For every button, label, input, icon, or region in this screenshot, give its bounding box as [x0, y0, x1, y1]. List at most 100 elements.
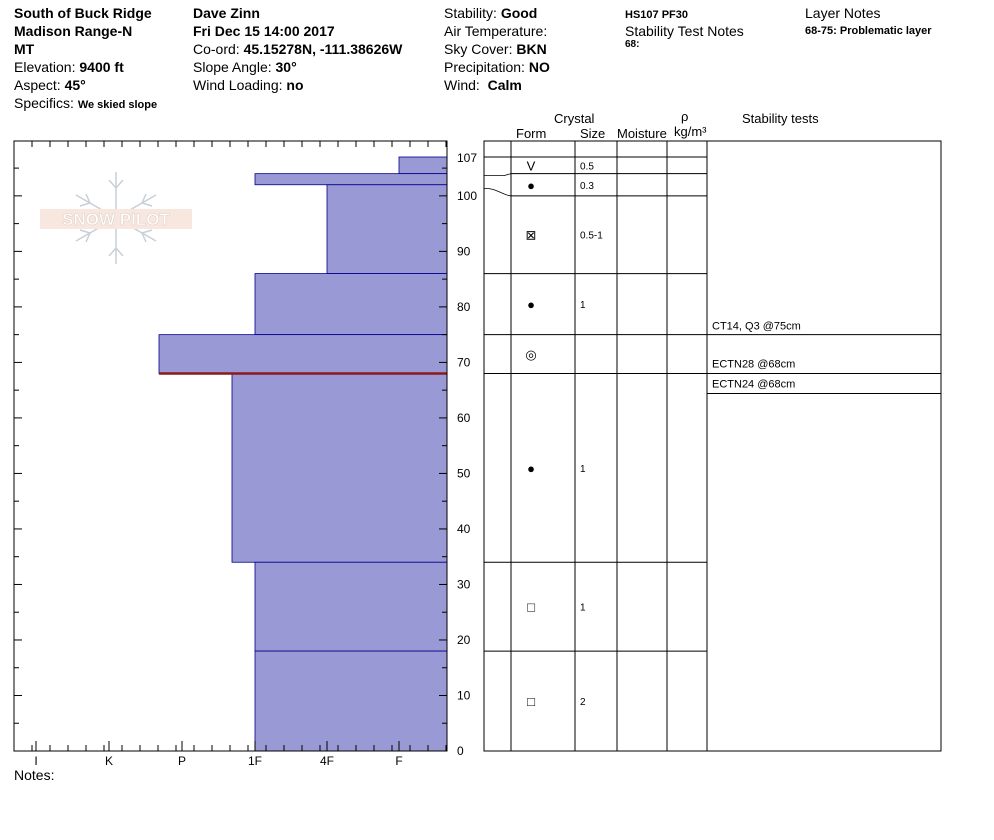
sky-label: Sky Cover: [444, 41, 513, 57]
wind: Wind: Calm [444, 76, 522, 94]
hardness-layer-bar [254, 650, 448, 752]
grain-size-label: 0.5-1 [580, 231, 603, 242]
grain-form-symbol: ● [527, 461, 535, 476]
y-tick-label: 10 [457, 688, 471, 702]
aspect: Aspect: 45° [14, 76, 86, 94]
grain-form-symbol: ● [527, 297, 535, 312]
slope-angle: Slope Angle: 30° [193, 58, 297, 76]
form-header: Form [516, 126, 547, 141]
stability-label: Stability: [444, 5, 497, 21]
grain-table-frame [483, 140, 942, 752]
grain-size-label: 0.3 [580, 181, 594, 192]
specifics: Specifics: We skied slope [14, 94, 157, 114]
stability-test-label: CT14, Q3 @75cm [712, 321, 801, 333]
elevation-value: 9400 ft [79, 59, 124, 75]
range-name: Madison Range-N [14, 23, 133, 39]
obs-datetime: Fri Dec 15 14:00 2017 [193, 23, 335, 39]
hardness-layer-bar [158, 334, 448, 374]
stability-test-label: ECTN28 @68cm [712, 359, 795, 371]
y-tick-label: 0 [457, 744, 464, 758]
specifics-value: We skied slope [77, 99, 158, 111]
hardness-layer-bar [398, 156, 448, 175]
air-temperature: Air Temperature: [444, 23, 548, 39]
y-tick-label: 80 [457, 300, 471, 314]
sky-value: BKN [516, 41, 547, 57]
stability-test-notes-title: Stability Test Notes [625, 23, 744, 39]
layer-connector [484, 173, 512, 177]
grain-table: V 0.5 ● 0.3 ⊠ 0.5-1 ● 1 ◎ ● 1 □ 1 □ 2 CT14, Q3 @75cm ECT… [483, 140, 942, 752]
snowpilot-logo: SNOW PILOT [40, 172, 192, 264]
hardness-axes: 0 10 20 30 40 50 60 70 80 90 100 107 I K P 1F 4F F [13, 140, 477, 768]
y-tick-label: 50 [457, 466, 471, 480]
stability-value: Good [500, 5, 538, 21]
x-tick-label: P [178, 754, 186, 768]
hardness-layers [158, 156, 448, 752]
x-tick-label: I [34, 754, 37, 768]
x-tick-label: K [105, 754, 113, 768]
layer-notes-text: 68-75: Problematic layer [805, 25, 932, 37]
grain-form-symbol: □ [527, 694, 535, 709]
hs-pf: HS107 PF30 [625, 9, 688, 21]
stability-test-label: ECTN24 @68cm [712, 379, 795, 391]
x-tick-label: 1F [248, 754, 262, 768]
aspect-value: 45° [64, 77, 86, 93]
grain-form-symbol: V [527, 158, 536, 173]
wind-value: Calm [487, 77, 522, 93]
hardness-layer-bar [254, 273, 448, 336]
hardness-layer-bar [231, 373, 448, 563]
moisture-header: Moisture [617, 126, 667, 141]
size-header: Size [580, 126, 606, 141]
y-tick-label: 30 [457, 577, 471, 591]
hardness-layer-bar [326, 184, 448, 274]
notes-label: Notes: [14, 767, 55, 783]
elevation-label: Elevation: [14, 59, 76, 75]
y-tick-label: 70 [457, 355, 471, 369]
wind-label: Wind: [444, 77, 480, 93]
observer-name: Dave Zinn [193, 5, 260, 21]
grain-size-label: 2 [580, 697, 586, 708]
slope-value: 30° [275, 59, 297, 75]
x-tick-label: F [395, 754, 402, 768]
coord-label: Co-ord: [193, 41, 240, 57]
stability: Stability: Good [444, 4, 537, 22]
grain-form-symbol: ⊠ [526, 228, 537, 243]
wind-loading: Wind Loading: no [193, 76, 304, 94]
windload-label: Wind Loading: [193, 77, 283, 93]
y-tick-label: 100 [457, 189, 477, 203]
y-tick-label: 20 [457, 633, 471, 647]
grain-form-symbol: □ [527, 600, 535, 615]
precip-value: NO [528, 59, 550, 75]
y-tick-label: 40 [457, 522, 471, 536]
y-tick-label: 60 [457, 411, 471, 425]
grain-size-label: 1 [580, 464, 586, 475]
state-name: MT [14, 41, 35, 57]
grain-size-label: 1 [580, 603, 586, 614]
hardness-layer-bar [254, 173, 448, 186]
grain-size-label: 1 [580, 300, 586, 311]
aspect-label: Aspect: [14, 77, 61, 93]
specifics-label: Specifics: [14, 95, 74, 111]
coordinates: Co-ord: 45.15278N, -111.38626W [193, 40, 402, 58]
x-tick-label: 4F [320, 754, 334, 768]
density-unit-header: kg/m³ [674, 124, 707, 139]
precip-label: Precipitation: [444, 59, 525, 75]
y-tick-label: 90 [457, 244, 471, 258]
layer-connector [483, 188, 512, 197]
elevation: Elevation: 9400 ft [14, 58, 124, 76]
coord-value: 45.15278N, -111.38626W [243, 41, 403, 57]
y-tick-label: 107 [457, 151, 477, 165]
grain-form-symbol: ● [527, 178, 535, 193]
grain-form-symbol: ◎ [525, 347, 536, 362]
precipitation: Precipitation: NO [444, 58, 550, 76]
density-rho-header: ρ [681, 109, 689, 124]
windload-value: no [286, 77, 304, 93]
stability-test-notes-text: 68: [625, 39, 640, 50]
crystal-header: Crystal [554, 111, 595, 126]
stability-tests-header: Stability tests [742, 111, 819, 126]
layer-notes-title: Layer Notes [805, 5, 881, 21]
grain-size-label: 0.5 [580, 161, 594, 172]
logo-text: SNOW PILOT [62, 210, 170, 229]
sky-cover: Sky Cover: BKN [444, 40, 547, 58]
hardness-layer-bar [254, 561, 448, 652]
